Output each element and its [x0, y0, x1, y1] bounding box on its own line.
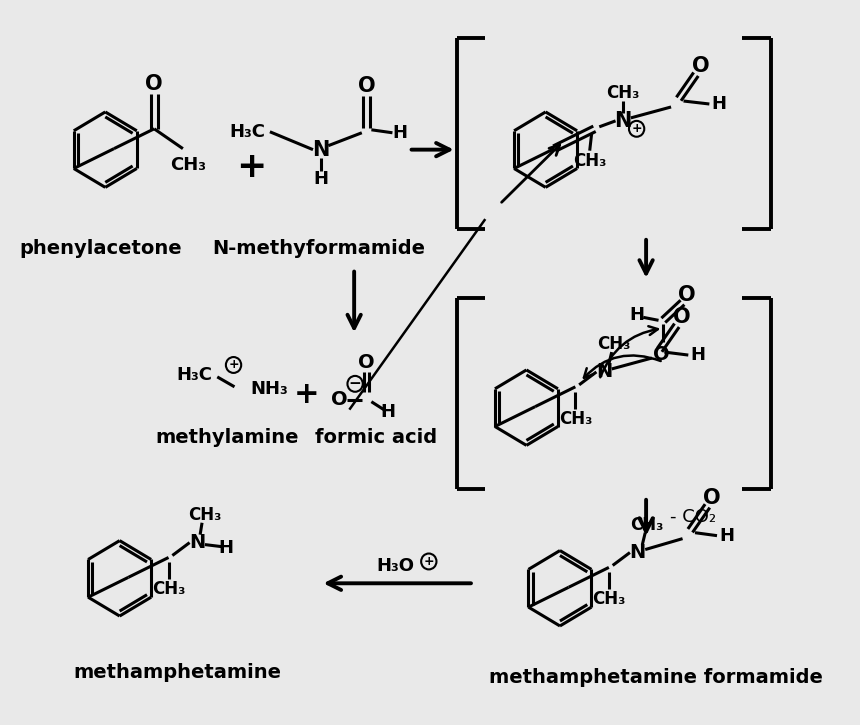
- Text: O: O: [359, 352, 375, 371]
- Text: N-methyformamide: N-methyformamide: [212, 239, 425, 258]
- Text: methamphetamine formamide: methamphetamine formamide: [488, 668, 823, 687]
- Text: H: H: [691, 346, 705, 364]
- Text: H₃C: H₃C: [229, 123, 265, 141]
- Text: H: H: [629, 307, 644, 324]
- Text: H: H: [393, 124, 408, 142]
- Text: H: H: [711, 95, 727, 113]
- Text: H: H: [218, 539, 233, 557]
- Text: +: +: [228, 358, 239, 371]
- Text: O: O: [703, 488, 721, 508]
- Text: - CO₂: - CO₂: [670, 507, 716, 526]
- Text: O: O: [673, 307, 691, 328]
- Text: H: H: [719, 526, 734, 544]
- Text: NH₃: NH₃: [251, 380, 288, 398]
- Text: O: O: [145, 74, 163, 94]
- Text: +: +: [631, 123, 642, 136]
- Text: N: N: [189, 533, 206, 552]
- Text: CH₃: CH₃: [188, 506, 222, 524]
- Text: H₃O: H₃O: [377, 558, 415, 576]
- Text: N: N: [630, 543, 646, 562]
- Text: N: N: [615, 111, 632, 131]
- Text: formic acid: formic acid: [315, 428, 437, 447]
- Text: CH₃: CH₃: [169, 156, 206, 173]
- Text: phenylacetone: phenylacetone: [19, 239, 181, 258]
- Text: CH₃: CH₃: [593, 590, 625, 608]
- Text: +: +: [293, 380, 319, 409]
- Text: O: O: [679, 284, 696, 304]
- Text: CH₃: CH₃: [152, 580, 185, 598]
- Text: +: +: [237, 149, 267, 183]
- Text: H: H: [313, 170, 329, 189]
- Text: N: N: [596, 362, 612, 381]
- Text: CH₃: CH₃: [630, 515, 664, 534]
- Text: CH₃: CH₃: [597, 335, 630, 353]
- Text: CH₃: CH₃: [559, 410, 592, 428]
- Text: O: O: [331, 390, 348, 409]
- Text: CH₃: CH₃: [606, 84, 640, 102]
- Text: methamphetamine: methamphetamine: [73, 663, 281, 682]
- Text: O: O: [692, 57, 710, 76]
- Text: O: O: [358, 76, 376, 96]
- Text: methylamine: methylamine: [155, 428, 298, 447]
- Text: O: O: [653, 344, 670, 363]
- Text: +: +: [423, 555, 434, 568]
- Text: −: −: [348, 376, 361, 392]
- Text: H₃C: H₃C: [176, 366, 212, 384]
- Text: N: N: [312, 140, 329, 160]
- Text: H: H: [380, 402, 395, 420]
- Text: CH₃: CH₃: [573, 152, 606, 170]
